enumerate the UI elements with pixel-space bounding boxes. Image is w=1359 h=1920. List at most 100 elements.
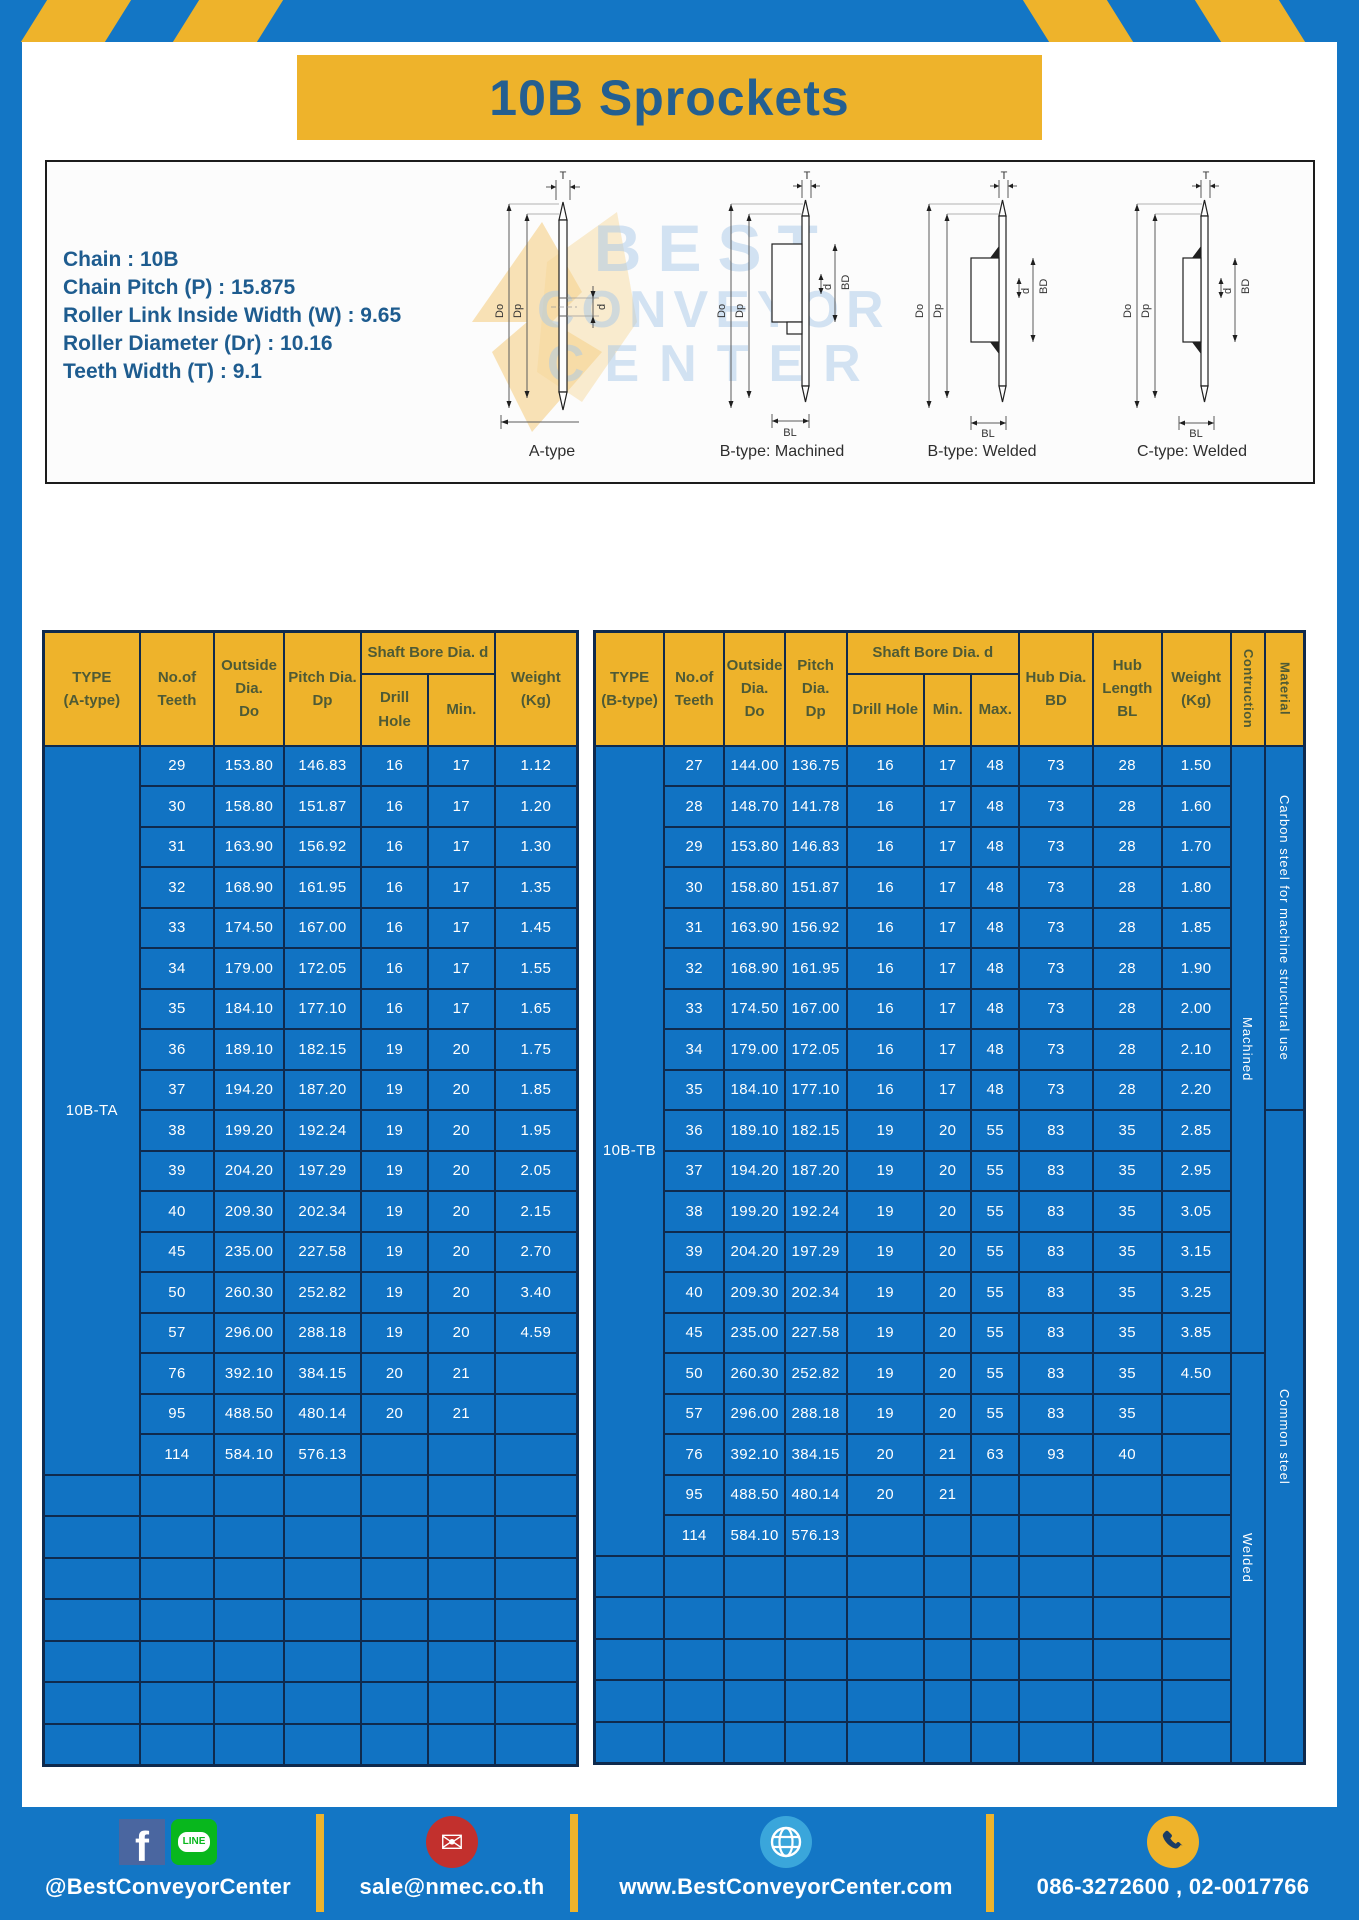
table-cell: 38 bbox=[138, 1109, 216, 1152]
col-header-pitch: Pitch Dia. Dp bbox=[783, 630, 848, 747]
table-cell: 55 bbox=[970, 1149, 1021, 1192]
table-cell: 2.85 bbox=[1160, 1109, 1232, 1152]
table-cell bbox=[1091, 1473, 1163, 1516]
table-cell: 488.50 bbox=[723, 1473, 786, 1516]
table-cell: 1.80 bbox=[1160, 866, 1232, 909]
empty-cell bbox=[42, 1515, 141, 1559]
table-cell: 21 bbox=[922, 1433, 973, 1476]
table-cell: 17 bbox=[922, 947, 973, 990]
table-cell: 50 bbox=[138, 1271, 216, 1314]
table-cell: 189.10 bbox=[723, 1109, 786, 1152]
dim-label-dp: Dp bbox=[1140, 304, 1152, 318]
spec-line-pitch: Chain Pitch (P) : 15.875 bbox=[63, 276, 296, 299]
col-header-pitch: Pitch Dia. Dp bbox=[282, 630, 363, 747]
table-cell: 252.82 bbox=[282, 1271, 363, 1314]
table-cell: 35 bbox=[1091, 1230, 1163, 1273]
table-cell: 40 bbox=[1091, 1433, 1163, 1476]
line-icon: LINE bbox=[171, 1819, 217, 1865]
material-cell: Carbon steel for machine structural use bbox=[1263, 744, 1306, 1111]
table-cell: 38 bbox=[663, 1190, 726, 1233]
table-row: 40 209.30 202.34 19 20 55 83 35 3.25 bbox=[595, 1271, 1305, 1314]
dim-label-dp: Dp bbox=[932, 304, 944, 318]
table-cell bbox=[493, 1352, 579, 1395]
col-header-hub-dia: Hub Dia. BD bbox=[1018, 630, 1094, 747]
table-row: 32 168.90 161.95 16 17 48 73 28 1.90 bbox=[595, 947, 1305, 990]
table-cell: 55 bbox=[970, 1109, 1021, 1152]
empty-cell bbox=[42, 1681, 141, 1726]
table-cell: 19 bbox=[360, 1230, 429, 1273]
table-row: 33 174.50 167.00 16 17 48 73 28 2.00 bbox=[595, 987, 1305, 1030]
table-cell: 20 bbox=[360, 1352, 429, 1395]
table-cell: 48 bbox=[970, 866, 1021, 909]
empty-cell bbox=[138, 1723, 216, 1767]
table-cell: 2.00 bbox=[1160, 987, 1232, 1030]
table-cell: 20 bbox=[922, 1311, 973, 1354]
empty-cell bbox=[493, 1639, 579, 1684]
table-row: 45 235.00 227.58 19 20 55 83 35 3.85 bbox=[595, 1311, 1305, 1354]
table-row: 37 194.20 187.20 19 20 1.85 bbox=[44, 1068, 579, 1111]
empty-cell bbox=[138, 1556, 216, 1601]
facebook-glyph: f bbox=[135, 1823, 149, 1865]
table-cell: 1.35 bbox=[493, 866, 579, 909]
table-cell: 1.65 bbox=[493, 987, 579, 1030]
table-cell: 189.10 bbox=[213, 1028, 285, 1071]
table-cell: 1.85 bbox=[493, 1068, 579, 1111]
empty-cell bbox=[922, 1720, 973, 1765]
col-header-outside: Outside Dia. Do bbox=[213, 630, 285, 747]
table-cell: 1.75 bbox=[493, 1028, 579, 1071]
col-header-teeth: No.of Teeth bbox=[138, 630, 216, 747]
table-row: 30 158.80 151.87 16 17 48 73 28 1.80 bbox=[595, 866, 1305, 909]
table-cell: 3.40 bbox=[493, 1271, 579, 1314]
table-cell: 19 bbox=[845, 1271, 925, 1314]
table-cell: 197.29 bbox=[783, 1230, 848, 1273]
table-cell: 83 bbox=[1018, 1311, 1094, 1354]
table-cell: 73 bbox=[1018, 1028, 1094, 1071]
col-header-weight: Weight (Kg) bbox=[493, 630, 579, 747]
table-cell: 27 bbox=[663, 744, 726, 787]
table-cell: 204.20 bbox=[723, 1230, 786, 1273]
table-cell: 95 bbox=[663, 1473, 726, 1516]
table-cell: 20 bbox=[922, 1271, 973, 1314]
table-cell: 35 bbox=[1091, 1392, 1163, 1435]
table-cell: 83 bbox=[1018, 1109, 1094, 1152]
table-row: 31 163.90 156.92 16 17 1.30 bbox=[44, 825, 579, 868]
table-cell: 4.50 bbox=[1160, 1352, 1232, 1395]
empty-cell bbox=[360, 1723, 429, 1767]
empty-cell bbox=[138, 1473, 216, 1518]
table-cell: 48 bbox=[970, 1028, 1021, 1071]
table-cell: 141.78 bbox=[783, 785, 848, 828]
table-cell: 32 bbox=[663, 947, 726, 990]
table-cell: 151.87 bbox=[783, 866, 848, 909]
empty-cell bbox=[723, 1554, 786, 1599]
table-cell: 20 bbox=[426, 1109, 496, 1152]
table-cell: 57 bbox=[663, 1392, 726, 1435]
empty-cell bbox=[723, 1679, 786, 1723]
table-cell: 34 bbox=[663, 1028, 726, 1071]
table-cell: 19 bbox=[360, 1190, 429, 1233]
table-cell: 17 bbox=[922, 744, 973, 787]
table-cell: 35 bbox=[1091, 1352, 1163, 1395]
figure-caption: C-type: Welded bbox=[1137, 443, 1247, 460]
empty-cell bbox=[1018, 1554, 1094, 1599]
empty-cell bbox=[1091, 1596, 1163, 1640]
table-cell bbox=[426, 1433, 496, 1476]
empty-cell bbox=[1160, 1720, 1232, 1765]
table-cell bbox=[493, 1392, 579, 1435]
table-cell: 32 bbox=[138, 866, 216, 909]
phone-icon bbox=[1147, 1816, 1199, 1868]
col-header-outside: Outside Dia. Do bbox=[723, 630, 786, 747]
table-cell: 48 bbox=[970, 785, 1021, 828]
table-cell: 19 bbox=[845, 1109, 925, 1152]
table-cell: 19 bbox=[360, 1109, 429, 1152]
empty-cell bbox=[282, 1598, 363, 1642]
table-cell: 28 bbox=[1091, 785, 1163, 828]
c-type-welded-drawing: T Do Dp d BD BL bbox=[1122, 170, 1252, 440]
table-cell: 28 bbox=[1091, 866, 1163, 909]
table-row: 29 153.80 146.83 16 17 48 73 28 1.70 bbox=[595, 825, 1305, 868]
footer-group-facebook: f LINE @BestConveyorCenter bbox=[18, 1813, 318, 1900]
empty-cell bbox=[970, 1554, 1021, 1599]
table-cell: 17 bbox=[922, 987, 973, 1030]
table-cell: 168.90 bbox=[213, 866, 285, 909]
table-cell: 19 bbox=[360, 1311, 429, 1354]
table-cell: 384.15 bbox=[783, 1433, 848, 1476]
